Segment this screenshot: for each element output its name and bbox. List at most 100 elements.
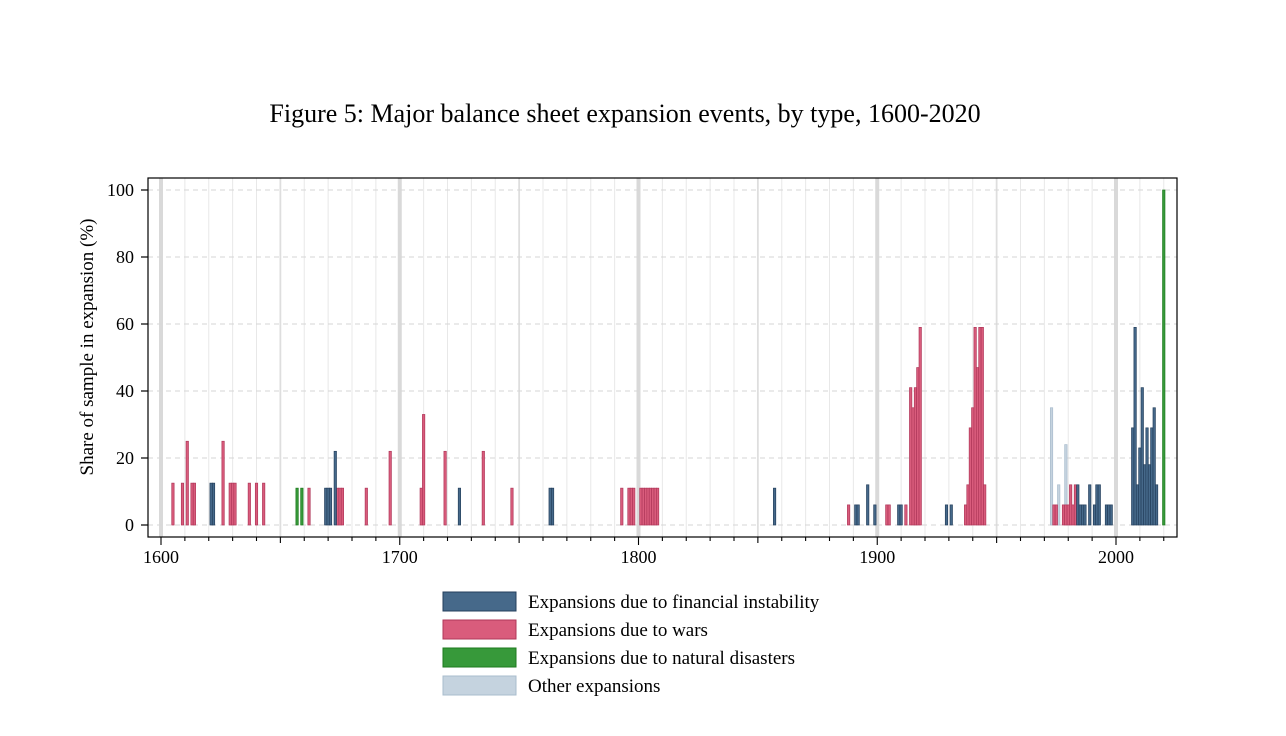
- bar-financial-instability-1993: [1097, 484, 1101, 526]
- y-tick-label-0: 0: [125, 515, 134, 535]
- legend-swatch-wars: [442, 619, 517, 640]
- bar-wars-1941: [973, 327, 977, 526]
- bar-wars-1939: [968, 427, 972, 526]
- bar-financial-instability-1763: [548, 487, 552, 526]
- bar-wars-1806: [651, 487, 655, 526]
- bar-financial-instability-2007: [1131, 427, 1135, 526]
- bar-wars-1613: [190, 482, 194, 526]
- bar-wars-1942: [975, 367, 980, 526]
- bar-financial-instability-1670: [326, 487, 330, 526]
- bar-financial-instability-1671: [328, 487, 333, 526]
- bar-wars-1905: [887, 504, 891, 526]
- bar-wars-1611: [185, 440, 189, 526]
- bar-other-expansions-1973: [1049, 407, 1054, 526]
- bar-wars-1978: [1061, 504, 1066, 526]
- bar-wars-1629: [228, 482, 232, 526]
- bar-financial-instability-1989: [1088, 484, 1092, 526]
- bar-financial-instability-2010: [1138, 447, 1142, 526]
- bar-financial-instability-1986: [1081, 504, 1085, 526]
- bar-financial-instability-1857: [773, 487, 777, 526]
- chart-title: Figure 5: Major balance sheet expansion …: [269, 99, 980, 128]
- axes: 0 20 40 60 80 100 1600 1700 1800 1900 2000: [107, 177, 1178, 567]
- bar-wars-1807: [653, 487, 657, 526]
- y-tick-label-60: 60: [116, 314, 134, 334]
- bar-wars-1710: [422, 414, 426, 526]
- bar-financial-instability-1896: [866, 484, 870, 526]
- bar-natural-disasters-1657: [295, 487, 299, 526]
- bar-wars-1943: [978, 327, 982, 526]
- bar-wars-1709: [419, 487, 423, 526]
- y-axis-label: Share of sample in expansion (%): [77, 219, 98, 476]
- bar-financial-instability-1985: [1078, 504, 1082, 526]
- bar-financial-instability-1622: [211, 482, 216, 526]
- bar-financial-instability-2016: [1152, 407, 1156, 526]
- bar-financial-instability-1892: [856, 504, 860, 526]
- x-tick-label-1800: 1800: [621, 547, 657, 567]
- bar-wars-1696: [388, 450, 392, 526]
- bar-wars-1888: [847, 504, 851, 526]
- plot-frame: [147, 177, 1178, 538]
- x-tick-label-1700: 1700: [382, 547, 418, 567]
- bar-financial-instability-1621: [209, 482, 213, 526]
- legend-swatch-financial-instability: [442, 591, 517, 612]
- bar-wars-1912: [904, 504, 908, 526]
- x-tick-label-1900: 1900: [859, 547, 895, 567]
- bar-wars-1643: [262, 482, 266, 526]
- bar-wars-1793: [620, 487, 624, 526]
- y-tick-label-80: 80: [116, 247, 134, 267]
- bar-wars-1915: [911, 407, 915, 526]
- legend: Expansions due to financial instability …: [442, 591, 820, 697]
- bar-financial-instability-2008: [1133, 327, 1137, 526]
- bar-wars-1686: [364, 487, 368, 526]
- bar-wars-1747: [510, 487, 514, 526]
- bar-wars-1983: [1073, 484, 1077, 526]
- legend-swatch-natural-disasters: [442, 647, 517, 668]
- bar-natural-disasters-2020: [1162, 189, 1166, 526]
- bar-wars-1662: [307, 487, 311, 526]
- bar-financial-instability-1891: [854, 504, 858, 526]
- bar-financial-instability-1931: [949, 504, 953, 526]
- legend-label-other-expansions: Other expansions: [528, 676, 660, 697]
- bar-wars-1614: [192, 482, 196, 526]
- bar-wars-1974: [1052, 504, 1056, 526]
- bar-wars-1637: [247, 482, 251, 526]
- bar-financial-instability-1669: [324, 487, 328, 526]
- bar-wars-1719: [443, 450, 447, 526]
- bar-wars-1981: [1069, 484, 1073, 526]
- bar-other-expansions-1976: [1057, 484, 1061, 526]
- bar-financial-instability-2014: [1147, 464, 1151, 526]
- bar-financial-instability-1998: [1109, 504, 1113, 526]
- legend-swatch-other-expansions: [442, 675, 517, 696]
- bar-wars-1914: [909, 387, 913, 526]
- legend-label-natural-disasters: Expansions due to natural disasters: [528, 648, 795, 669]
- bar-wars-1801: [639, 487, 643, 526]
- y-tick-label-20: 20: [116, 448, 134, 468]
- legend-label-wars: Expansions due to wars: [528, 620, 708, 641]
- bar-financial-instability-1899: [873, 504, 877, 526]
- bar-financial-instability-2011: [1140, 387, 1144, 526]
- bar-financial-instability-1764: [551, 487, 555, 526]
- bar-wars-1675: [338, 487, 342, 526]
- bar-financial-instability-2015: [1150, 427, 1154, 526]
- legend-item-financial-instability: Expansions due to financial instability: [442, 591, 820, 613]
- y-tick-label-40: 40: [116, 381, 134, 401]
- bar-financial-instability-1673: [333, 450, 337, 526]
- y-tick-label-100: 100: [107, 180, 134, 200]
- bar-wars-1937: [964, 504, 968, 526]
- bar-wars-1808: [656, 487, 660, 526]
- bar-wars-1676: [340, 487, 345, 526]
- bar-wars-1674: [336, 487, 340, 526]
- bar-wars-1975: [1054, 504, 1058, 526]
- bar-natural-disasters-1659: [300, 487, 304, 526]
- bar-wars-1944: [980, 327, 984, 526]
- bar-wars-1938: [966, 484, 970, 526]
- bar-financial-instability-1987: [1083, 504, 1087, 526]
- legend-item-wars: Expansions due to wars: [442, 619, 708, 641]
- legend-item-natural-disasters: Expansions due to natural disasters: [442, 647, 795, 669]
- bar-financial-instability-1929: [944, 504, 949, 526]
- bar-wars-1802: [641, 487, 645, 526]
- bar-wars-1917: [916, 367, 920, 526]
- bar-financial-instability-1910: [899, 504, 903, 526]
